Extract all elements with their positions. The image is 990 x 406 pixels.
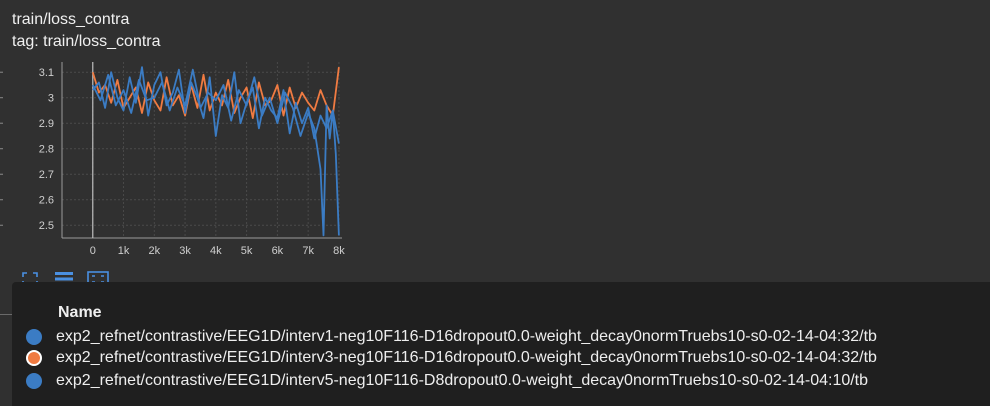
- legend-row[interactable]: exp2_refnet/contrastive/EEG1D/interv5-ne…: [26, 370, 868, 392]
- x-tick-label: 3k: [179, 245, 191, 257]
- y-tick-label: 2.8: [39, 144, 54, 156]
- x-tick-label: 5k: [241, 245, 253, 257]
- x-tick-label: 8k: [333, 245, 345, 257]
- run-color-swatch[interactable]: [26, 373, 42, 389]
- run-color-swatch[interactable]: [26, 329, 42, 345]
- y-tick-label: 3: [48, 93, 54, 105]
- y-tick-label: 3.1: [39, 67, 54, 79]
- x-tick-label: 7k: [302, 245, 314, 257]
- y-tick-label: 2.6: [39, 195, 54, 207]
- x-tick-label: 6k: [272, 245, 284, 257]
- run-name: exp2_refnet/contrastive/EEG1D/interv3-ne…: [56, 349, 877, 366]
- run-name: exp2_refnet/contrastive/EEG1D/interv5-ne…: [56, 372, 869, 389]
- legend-row[interactable]: exp2_refnet/contrastive/EEG1D/interv1-ne…: [26, 326, 877, 348]
- y-tick-label: 2.9: [39, 118, 54, 130]
- expand-icon[interactable]: [18, 269, 42, 289]
- run-legend: Name exp2_refnet/contrastive/EEG1D/inter…: [12, 282, 990, 406]
- card-title: train/loss_contra: [12, 11, 130, 28]
- x-tick-label: 4k: [210, 245, 222, 257]
- legend-header: Name: [58, 304, 102, 321]
- line-chart[interactable]: 2.5 2.6 2.7 2.8 2.9 3 3.1 0 1k 2k 3k 4k 5k 6k 7k 8k: [0, 58, 360, 264]
- series-line-1: [92, 66, 340, 144]
- y-tick-label: 2.5: [39, 220, 54, 232]
- legend-divider: [0, 314, 12, 315]
- x-tick-label: 2k: [148, 245, 160, 257]
- y-tick-label: 2.7: [39, 169, 54, 181]
- legend-row[interactable]: exp2_refnet/contrastive/EEG1D/interv3-ne…: [26, 347, 877, 369]
- run-name: exp2_refnet/contrastive/EEG1D/interv1-ne…: [56, 328, 877, 345]
- run-color-swatch[interactable]: [26, 350, 42, 366]
- x-tick-label: 0: [90, 245, 96, 257]
- x-tick-label: 1k: [118, 245, 130, 257]
- series-line-2: [91, 68, 340, 237]
- card-subtitle: tag: train/loss_contra: [12, 33, 161, 50]
